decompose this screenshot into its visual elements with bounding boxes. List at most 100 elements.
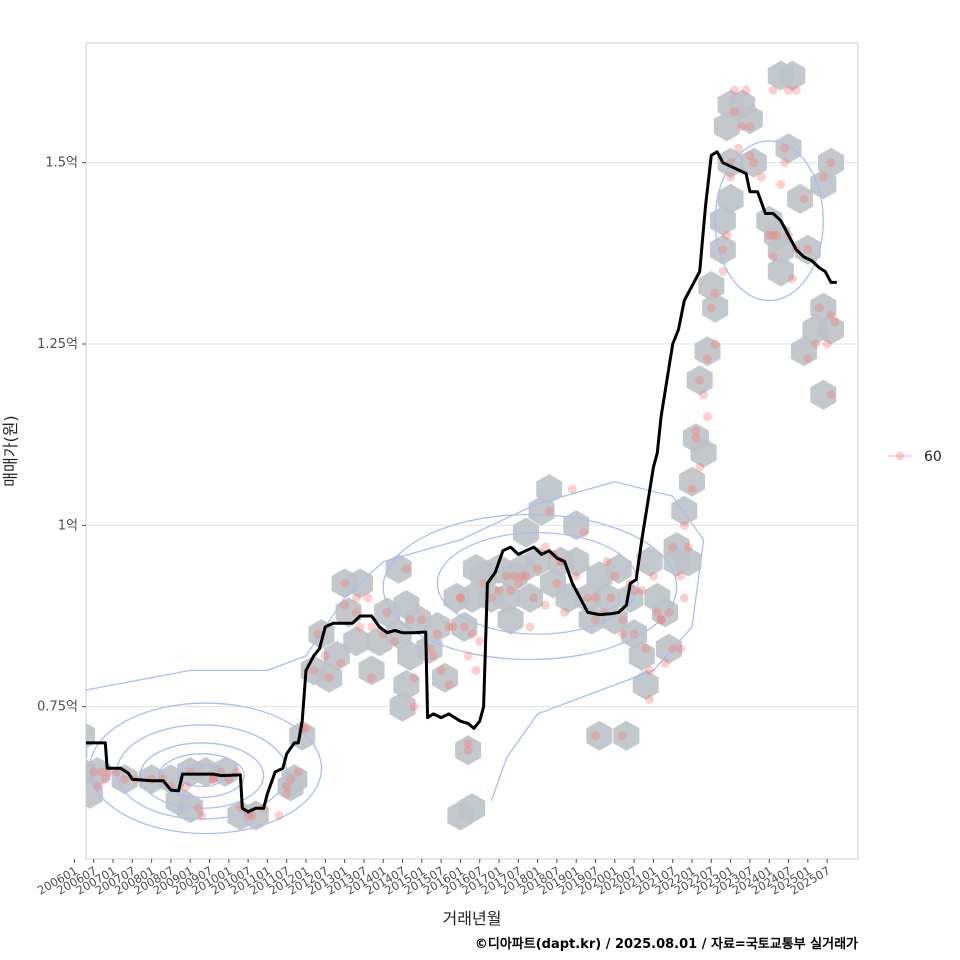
hexbin-cell <box>713 111 740 142</box>
data-point <box>513 578 523 588</box>
data-point <box>826 158 836 168</box>
data-point <box>768 252 778 262</box>
data-point <box>363 593 373 603</box>
hexbin-cell <box>424 611 451 642</box>
y-axis-title: 매매가(원) <box>1 415 20 486</box>
hexbin-cell <box>586 720 613 751</box>
data-point <box>282 789 292 799</box>
data-point <box>668 644 678 654</box>
data-point <box>463 745 473 755</box>
data-point <box>521 571 531 581</box>
data-point <box>648 571 658 581</box>
data-point <box>822 339 832 349</box>
data-point <box>803 245 813 255</box>
source-caption: ©디아파트(dapt.kr) / 2025.08.01 / 자료=국토교통부 실… <box>475 936 858 952</box>
density-contour <box>714 140 824 302</box>
hexbin-cell <box>818 147 844 178</box>
data-point <box>494 586 504 596</box>
data-point <box>401 564 411 574</box>
data-point <box>243 810 253 820</box>
data-point <box>768 85 778 95</box>
data-point <box>525 622 535 632</box>
data-point <box>741 85 751 95</box>
data-point <box>702 354 712 364</box>
density-contour <box>158 753 245 798</box>
data-point <box>799 194 809 204</box>
data-point <box>444 622 454 632</box>
data-point <box>336 658 346 668</box>
data-point <box>668 542 678 552</box>
data-point <box>567 484 577 494</box>
data-point <box>803 354 813 364</box>
data-point <box>691 426 701 436</box>
data-point <box>417 615 427 625</box>
data-point <box>710 288 720 298</box>
data-point <box>826 390 836 400</box>
density-contour <box>89 702 323 835</box>
hexbin-cell <box>679 466 705 497</box>
data-point <box>463 651 473 661</box>
hexbin-cell <box>698 271 725 301</box>
data-point <box>428 651 438 661</box>
data-point <box>780 143 790 153</box>
data-point <box>675 571 685 581</box>
data-point <box>645 665 655 675</box>
hexbin-cell <box>686 365 713 396</box>
data-point <box>679 593 689 603</box>
data-point <box>405 615 415 625</box>
data-point <box>367 622 377 632</box>
hexbin-cell <box>451 611 478 642</box>
data-point <box>529 593 539 603</box>
data-point <box>691 433 701 443</box>
hexbin-cell <box>675 546 702 577</box>
data-point <box>340 578 350 588</box>
hexbin-cell <box>497 604 524 635</box>
y-axis: 0.75억 1억 1.25억 1.5억 <box>37 156 86 715</box>
data-point <box>351 607 361 617</box>
data-point <box>208 774 218 784</box>
data-point <box>656 615 666 625</box>
data-point <box>780 158 790 168</box>
data-point <box>811 339 821 349</box>
data-point <box>718 245 728 255</box>
data-point <box>351 593 361 603</box>
density-contour <box>436 531 639 635</box>
hexbin-cell <box>787 183 814 214</box>
data-point <box>826 310 836 320</box>
data-point <box>96 767 106 777</box>
data-point <box>544 506 554 516</box>
data-point <box>645 694 655 704</box>
x-axis-title: 거래년월 <box>443 909 502 928</box>
data-point <box>814 303 824 313</box>
data-point <box>432 629 442 639</box>
hexbin-cell <box>416 633 443 664</box>
data-point <box>282 781 292 791</box>
data-point <box>540 600 550 610</box>
data-point <box>591 593 601 603</box>
y-tick-label: 1.25억 <box>37 337 78 352</box>
data-point <box>533 564 543 574</box>
hexbin-cell <box>459 793 485 824</box>
data-point <box>444 680 454 690</box>
hexbin-cell <box>779 60 806 91</box>
data-point <box>193 803 203 813</box>
hexbin-cell <box>791 336 817 367</box>
data-point <box>560 607 570 617</box>
hexbin-cell <box>343 626 370 657</box>
hexbin-cell <box>736 104 763 135</box>
density-contour <box>86 481 705 802</box>
data-point <box>695 375 705 385</box>
data-point <box>722 230 732 240</box>
data-point <box>120 774 130 784</box>
hexbin-cell <box>818 314 844 345</box>
density-contour <box>139 742 265 809</box>
data-point <box>382 607 392 617</box>
data-point <box>729 107 739 117</box>
data-point <box>695 462 705 472</box>
data-point <box>772 230 782 240</box>
hexbin-cell <box>578 604 605 635</box>
data-point <box>664 607 674 617</box>
data-point <box>455 593 465 603</box>
hexbin-cell <box>281 764 308 795</box>
